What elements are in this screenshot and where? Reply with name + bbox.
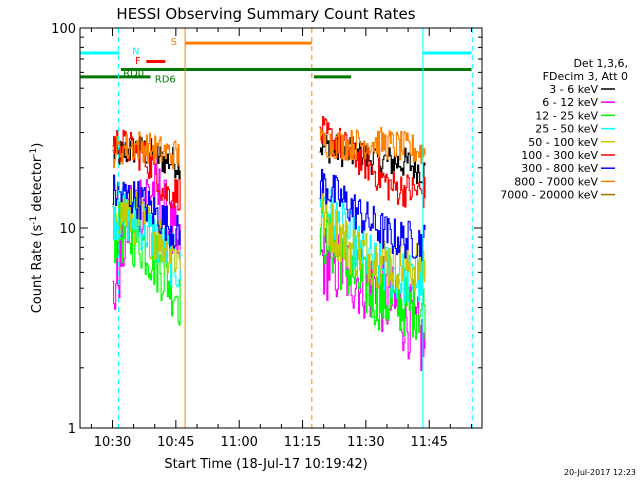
x-tick-label-0: 10:30 [94, 435, 131, 450]
footer-date: 20-Jul-2017 12:23 [564, 468, 636, 477]
y-tick-label-1: 10 [59, 222, 76, 237]
y-axis-label-main: Count Rate (s [30, 225, 45, 314]
x-tick-label-5: 11:45 [410, 435, 447, 450]
series-trace-6-part-2 [319, 168, 426, 262]
legend-label-5: 100 - 300 keV [521, 149, 598, 162]
axis-layer: 1 10 100 10:30 10:45 11:00 11:15 11:30 11:45 [51, 22, 482, 450]
flag-label-n: N [132, 47, 139, 58]
data-layer [112, 116, 426, 371]
x-tick-label-4: 11:30 [347, 435, 384, 450]
y-axis-label-exponent: -1 [29, 216, 39, 225]
flag-label-f: F [135, 56, 141, 67]
series-trace-0-part-1 [112, 135, 181, 180]
y-axis-label-detector: detector [30, 156, 45, 216]
legend-header-detectors: Det 1,3,6, [573, 57, 628, 70]
y-tick-label-0: 1 [68, 422, 76, 437]
series-trace-7-part-1 [112, 131, 181, 170]
legend-label-4: 50 - 100 keV [528, 136, 598, 149]
x-tick-label-2: 11:00 [220, 435, 257, 450]
legend-header-attenuator: FDecim 3, Att 0 [543, 70, 628, 83]
y-axis-label-exponent-2: -1 [29, 148, 39, 157]
y-axis-label: Count Rate (s-1 detector-1) [29, 143, 45, 314]
series-trace-6-part-1 [112, 174, 181, 249]
series-trace-5-part-1 [112, 129, 181, 211]
flag-label-rd6: RD6 [155, 74, 176, 85]
flag-label-rd0: RD0 [123, 68, 144, 79]
series-trace-3-part-2 [319, 187, 426, 304]
legend-label-7: 800 - 7000 keV [514, 175, 598, 188]
x-axis-label: Start Time (18-Jul-17 10:19:42) [164, 457, 367, 472]
series-trace-5-part-2 [319, 116, 426, 209]
legend-label-6: 300 - 800 keV [521, 162, 598, 175]
series-trace-0-part-2 [319, 134, 426, 185]
series-trace-7-part-2 [319, 127, 426, 165]
flag-label-s: S [171, 37, 177, 48]
legend-label-0: 3 - 6 keV [549, 83, 598, 96]
legend-label-8: 7000 - 20000 keV [500, 189, 598, 202]
legend-label-2: 12 - 25 keV [535, 109, 598, 122]
chart-title: HESSI Observing Summary Count Rates [116, 5, 415, 23]
legend-label-1: 6 - 12 keV [542, 96, 598, 109]
x-tick-label-1: 10:45 [157, 435, 194, 450]
y-tick-label-2: 100 [51, 22, 76, 37]
legend-label-3: 25 - 50 keV [535, 123, 598, 136]
x-tick-label-3: 11:15 [284, 435, 321, 450]
y-axis-label-close: ) [30, 143, 45, 148]
